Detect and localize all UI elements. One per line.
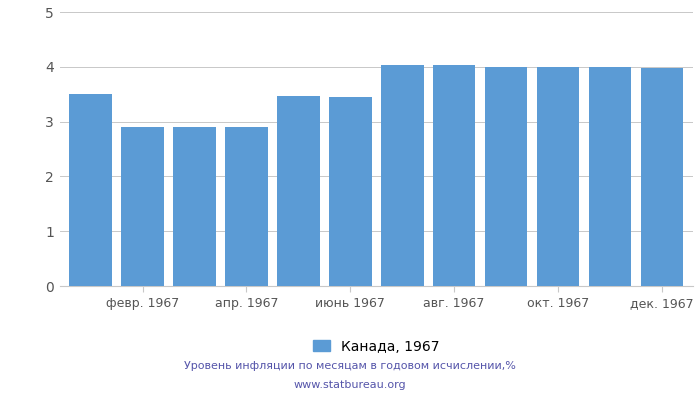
Bar [329,98,372,286]
Bar [277,96,320,286]
Bar [485,67,527,286]
Bar [69,94,112,286]
Bar [121,127,164,286]
Bar [381,65,424,286]
Legend: Канада, 1967: Канада, 1967 [313,340,440,354]
Bar [537,67,580,286]
Bar [589,67,631,286]
Bar [225,127,267,286]
Text: www.statbureau.org: www.statbureau.org [294,380,406,390]
Bar [173,127,216,286]
Text: Уровень инфляции по месяцам в годовом исчислении,%: Уровень инфляции по месяцам в годовом ис… [184,361,516,371]
Bar [640,68,683,286]
Bar [433,65,475,286]
